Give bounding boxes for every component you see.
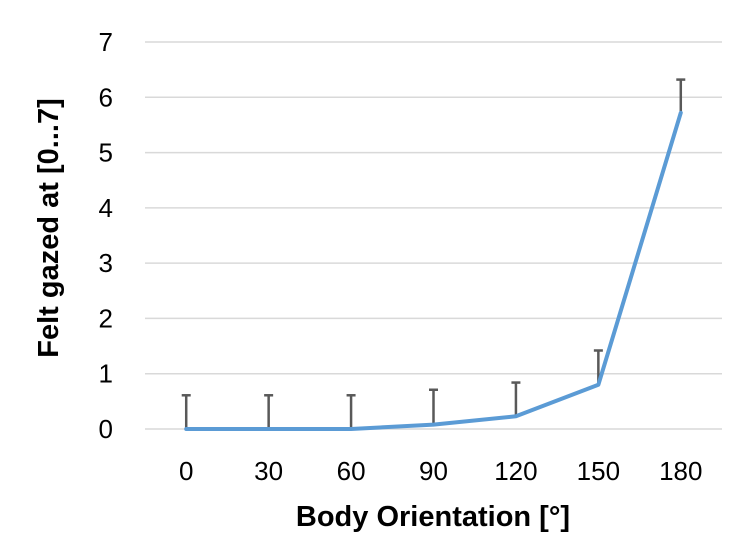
- x-tick-label: 60: [337, 456, 366, 486]
- x-tick-label: 0: [179, 456, 193, 486]
- x-tick-label: 120: [494, 456, 537, 486]
- gridlines: [145, 41, 722, 430]
- error-bar: [346, 394, 356, 429]
- y-tick-label: 3: [99, 248, 113, 278]
- y-tick-label: 4: [99, 193, 113, 223]
- series-line: [184, 110, 683, 431]
- x-tick-label: 150: [577, 456, 620, 486]
- error-bar: [181, 394, 191, 429]
- error-bar: [511, 381, 521, 417]
- error-bar: [264, 394, 274, 429]
- x-tick-label: 90: [419, 456, 448, 486]
- x-axis-tick-labels: 0 30 60 90 120 150 180: [179, 456, 703, 486]
- error-bars: [181, 78, 686, 429]
- x-tick-label: 180: [659, 456, 702, 486]
- y-tick-label: 2: [99, 303, 113, 333]
- y-tick-label: 0: [99, 414, 113, 444]
- y-tick-label: 1: [99, 359, 113, 389]
- x-axis-title: Body Orientation [°]: [296, 501, 570, 533]
- y-tick-label: 5: [99, 138, 113, 168]
- error-bar: [676, 78, 686, 113]
- y-tick-label: 6: [99, 82, 113, 112]
- y-tick-label: 7: [99, 27, 113, 57]
- y-axis-title: Felt gazed at [0...7]: [33, 98, 65, 357]
- error-bar: [429, 388, 438, 425]
- y-axis-tick-labels: 0 1 2 3 4 5 6 7: [99, 27, 113, 444]
- data-series: [184, 110, 683, 431]
- x-tick-label: 30: [254, 456, 283, 486]
